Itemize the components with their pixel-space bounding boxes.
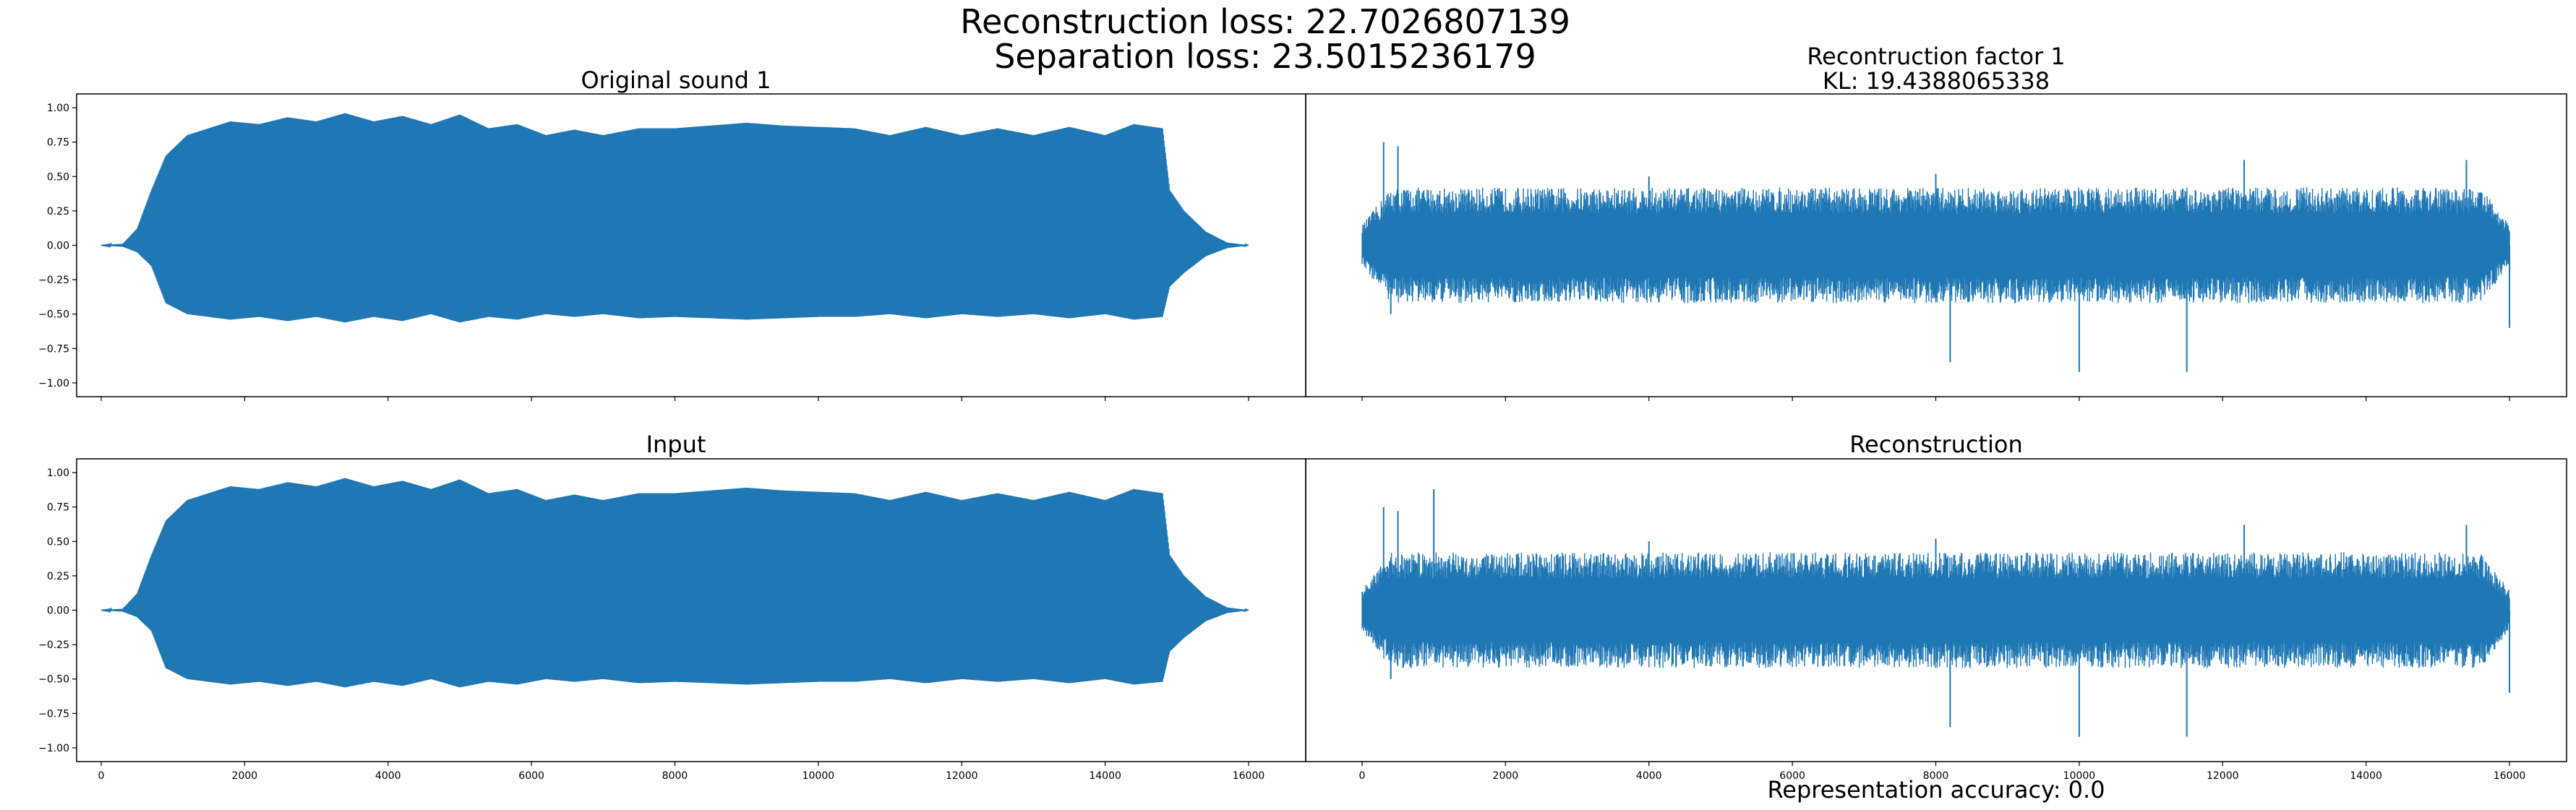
x-tick-label: 6000 xyxy=(518,770,544,782)
panel-title-reconstruction: Reconstruction xyxy=(1849,431,2022,458)
x-tick-label: 16000 xyxy=(1233,770,1265,782)
x-tick-label: 8000 xyxy=(662,770,688,782)
y-tick-label: −0.25 xyxy=(38,275,69,286)
x-tick-label: 10000 xyxy=(803,770,835,782)
x-tick-label: 8000 xyxy=(1923,770,1949,782)
x-tick-label: 0 xyxy=(98,770,105,782)
x-tick-label: 10000 xyxy=(2063,770,2096,782)
waveform-fill xyxy=(101,113,1249,323)
representation-accuracy-label: Representation accuracy: 0.0 xyxy=(1767,776,2105,803)
waveform-line xyxy=(1361,552,2510,668)
y-tick-label: 1.00 xyxy=(47,103,69,114)
x-tick-label: 12000 xyxy=(946,770,978,782)
y-tick-label: 0.75 xyxy=(47,502,69,514)
panel-title-reconstruction-factor: Recontruction factor 1 xyxy=(1807,43,2065,70)
x-tick-label: 2000 xyxy=(232,770,258,782)
y-tick-label: −1.00 xyxy=(38,743,69,754)
panel-title-kl: KL: 19.4388065338 xyxy=(1823,67,2050,95)
figure-title-line2: Separation loss: 23.5015236179 xyxy=(994,37,1536,76)
chart-panel-0: −1.00 −0.75 −0.50 −0.25 0.00 0.25 0.50 0.75 1.00 xyxy=(38,93,1306,401)
x-tick-label: 0 xyxy=(1359,770,1366,782)
chart-panel-1 xyxy=(1305,93,2567,401)
chart-panel-2: −1.00 −0.75 −0.50 −0.25 0.00 0.25 0.50 0.75 1.00… xyxy=(38,458,1306,782)
x-tick-label: 4000 xyxy=(375,770,401,782)
y-tick-label: −0.75 xyxy=(38,708,69,720)
y-tick-label: 0.75 xyxy=(47,137,69,149)
y-tick-label: 1.00 xyxy=(47,468,69,479)
x-tick-label: 14000 xyxy=(2350,770,2382,782)
y-tick-label: 0.25 xyxy=(47,571,69,582)
y-tick-label: −0.50 xyxy=(38,674,69,686)
waveform-line xyxy=(1361,187,2510,303)
y-tick-label: −0.50 xyxy=(38,309,69,321)
y-tick-label: 0.25 xyxy=(47,206,69,217)
y-tick-label: 0.50 xyxy=(47,171,69,183)
x-tick-label: 14000 xyxy=(1089,770,1121,782)
panel-title-input: Input xyxy=(646,431,706,458)
panel-title-original-sound: Original sound 1 xyxy=(581,66,771,94)
chart-panel-3: 0 2000 4000 6000 8000 10000 12000 14000 16000 xyxy=(1305,458,2567,782)
x-tick-label: 2000 xyxy=(1493,770,1519,782)
y-tick-label: −0.25 xyxy=(38,639,69,651)
y-tick-label: −1.00 xyxy=(38,378,69,389)
x-tick-label: 12000 xyxy=(2207,770,2239,782)
figure-title-line1: Reconstruction loss: 22.7026807139 xyxy=(960,2,1570,41)
x-tick-label: 4000 xyxy=(1636,770,1662,782)
y-tick-label: 0.00 xyxy=(47,241,69,252)
y-tick-label: −0.75 xyxy=(38,343,69,355)
y-tick-label: 0.00 xyxy=(47,606,69,617)
waveform-fill xyxy=(101,478,1249,688)
y-tick-label: 0.50 xyxy=(47,536,69,548)
x-tick-label: 16000 xyxy=(2494,770,2526,782)
x-tick-label: 6000 xyxy=(1779,770,1805,782)
